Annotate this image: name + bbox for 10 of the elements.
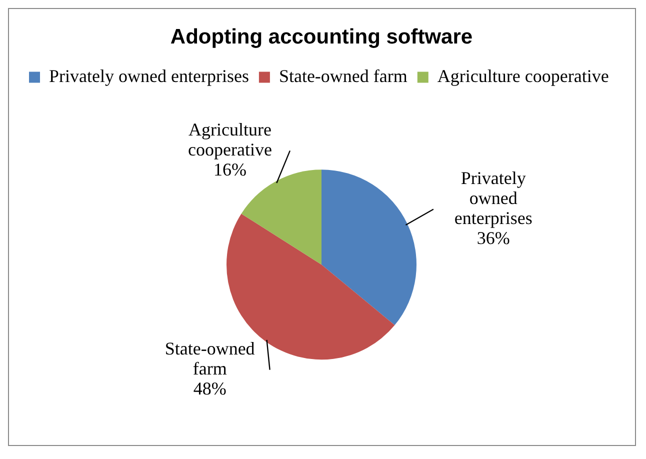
slice-label: Privately owned enterprises bbox=[454, 168, 532, 228]
slice-label: State-owned farm bbox=[164, 338, 255, 379]
chart-title: Adopting accounting software bbox=[170, 25, 473, 48]
legend-label: State-owned farm bbox=[278, 66, 408, 86]
slice-label: Agriculture cooperative bbox=[188, 119, 272, 160]
data-label: 36% bbox=[476, 228, 510, 248]
legend-label: Privately owned enterprises bbox=[49, 66, 249, 86]
data-label: 16% bbox=[213, 159, 246, 180]
data-label: 48% bbox=[193, 378, 226, 399]
legend-label: Agriculture cooperative bbox=[437, 66, 609, 86]
